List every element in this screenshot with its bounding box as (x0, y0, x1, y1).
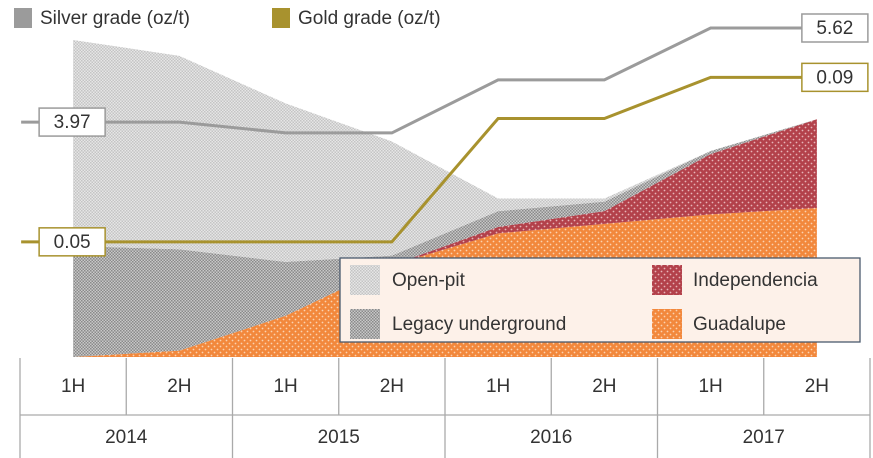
x-tick-label: 1H (486, 376, 510, 397)
x-tick-label: 2H (805, 376, 829, 397)
group-label: 2015 (318, 427, 360, 448)
value-label: 3.97 (54, 112, 91, 133)
value-label: 0.09 (816, 67, 853, 88)
value-label-box (801, 13, 869, 43)
x-tick-label: 2H (380, 376, 404, 397)
x-tick-label: 2H (167, 376, 191, 397)
legend-label: Gold grade (oz/t) (298, 8, 441, 29)
legend-swatch (272, 8, 290, 28)
legend-swatch (350, 309, 380, 339)
value-label: 5.62 (816, 18, 853, 39)
line (21, 75, 837, 244)
legend-label: Legacy underground (392, 314, 566, 335)
x-tick-label: 1H (273, 376, 297, 397)
area (73, 40, 817, 262)
category-table: 1H 2H 1H 2H 1H 2H 1H 2H 2014 2015 2016 2017 (19, 358, 871, 458)
group-label: 2017 (743, 427, 785, 448)
line (21, 26, 837, 135)
legend-label: Guadalupe (693, 314, 786, 335)
legend-swatch (652, 265, 682, 295)
legend-label: Open-pit (392, 270, 466, 291)
legend (339, 257, 861, 343)
value-label-box (38, 107, 106, 137)
legend-swatch (14, 8, 32, 28)
x-tick-label: 2H (592, 376, 616, 397)
x-tick-label: 1H (61, 376, 85, 397)
lines (21, 26, 837, 244)
legend-swatch (652, 309, 682, 339)
area (73, 119, 817, 357)
group-label: 2014 (105, 427, 148, 448)
value-label: 0.05 (54, 232, 91, 253)
end-labels: 3.97 5.62 0.05 0.09 (38, 13, 869, 257)
value-label-box (801, 62, 869, 93)
value-label-box (38, 227, 106, 257)
x-tick-label: 1H (698, 376, 722, 397)
legend-label: Independencia (693, 270, 818, 291)
group-label: 2016 (530, 427, 572, 448)
legend-label: Silver grade (oz/t) (40, 8, 190, 29)
legend-swatch (350, 265, 380, 295)
